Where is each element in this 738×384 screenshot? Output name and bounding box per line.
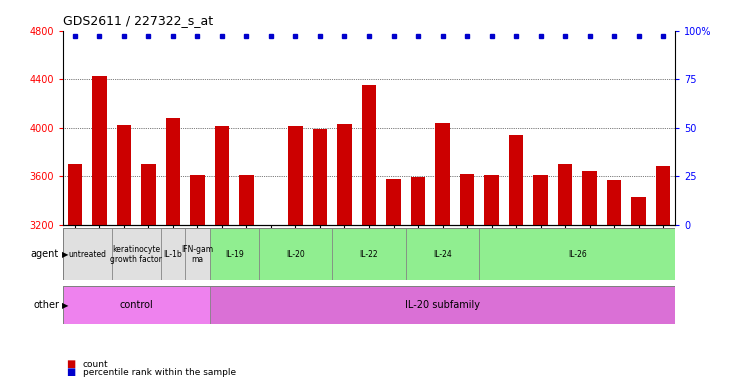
Bar (68, 164, 83, 384)
Text: IL-24: IL-24 (433, 250, 452, 259)
Text: count: count (83, 359, 108, 369)
Bar (435, 123, 450, 384)
Bar (111, 228, 161, 280)
Bar (259, 228, 332, 280)
Bar (239, 175, 254, 384)
Text: keratinocyte
growth factor: keratinocyte growth factor (110, 245, 162, 264)
Text: IL-20 subfamily: IL-20 subfamily (405, 300, 480, 310)
Bar (508, 135, 523, 384)
Bar (117, 125, 131, 384)
Bar (288, 126, 303, 384)
Bar (386, 179, 401, 384)
Bar (161, 228, 185, 280)
Bar (210, 228, 259, 280)
Bar (607, 180, 621, 384)
Text: IL-20: IL-20 (286, 250, 305, 259)
Text: agent: agent (31, 249, 59, 260)
Text: IL-22: IL-22 (359, 250, 379, 259)
Bar (165, 118, 180, 384)
Text: other: other (33, 300, 59, 310)
Bar (185, 228, 210, 280)
Bar (362, 85, 376, 384)
Bar (460, 174, 475, 384)
Bar (63, 228, 111, 280)
Text: control: control (120, 300, 153, 310)
Bar (337, 124, 352, 384)
Text: IL-26: IL-26 (568, 250, 587, 259)
Bar (332, 228, 406, 280)
Bar (63, 286, 210, 324)
Text: percentile rank within the sample: percentile rank within the sample (83, 368, 235, 377)
Text: IL-1b: IL-1b (164, 250, 182, 259)
Bar (558, 164, 573, 384)
Bar (582, 171, 597, 384)
Bar (533, 175, 548, 384)
Text: ■: ■ (66, 367, 76, 377)
Bar (484, 175, 499, 384)
Text: untreated: untreated (68, 250, 106, 259)
Bar (631, 197, 646, 384)
Text: ▶: ▶ (62, 301, 69, 310)
Text: ▶: ▶ (62, 250, 69, 259)
Text: GDS2611 / 227322_s_at: GDS2611 / 227322_s_at (63, 14, 213, 27)
Bar (210, 286, 675, 324)
Text: IFN-gam
ma: IFN-gam ma (182, 245, 213, 264)
Bar (313, 129, 328, 384)
Text: ■: ■ (66, 359, 76, 369)
Bar (479, 228, 675, 280)
Bar (141, 164, 156, 384)
Bar (406, 228, 479, 280)
Bar (92, 76, 107, 384)
Bar (655, 167, 670, 384)
Bar (190, 175, 205, 384)
Bar (263, 225, 278, 384)
Bar (215, 126, 230, 384)
Bar (410, 177, 425, 384)
Text: IL-19: IL-19 (225, 250, 244, 259)
